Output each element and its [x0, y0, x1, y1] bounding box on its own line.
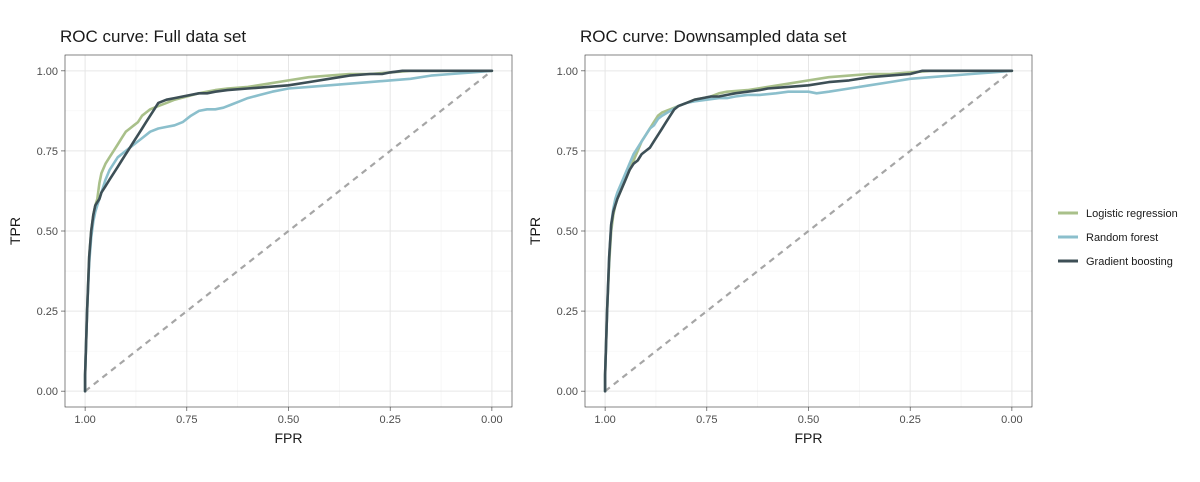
series-layer — [603, 69, 1014, 393]
y-axis-title: TPR — [7, 217, 23, 245]
series-line-gradient-boosting — [603, 69, 1014, 393]
chart-panel-full: ROC curve: Full data set 1.00 0.75 0.50 0.2… — [7, 27, 513, 446]
diagonal-reference-line — [604, 69, 1013, 393]
x-tick-label: 0.00 — [481, 414, 502, 426]
x-tick-label: 0.25 — [379, 414, 400, 426]
chart-title: ROC curve: Downsampled data set — [580, 27, 847, 46]
x-tick-label: 0.75 — [696, 414, 717, 426]
series-line-random-forest — [83, 69, 494, 393]
diagonal-line — [84, 69, 493, 393]
x-tick-label: 1.00 — [594, 414, 615, 426]
diagonal-line — [604, 69, 1013, 393]
diagonal-reference-line — [84, 69, 493, 393]
y-tick-label: 0.50 — [557, 226, 578, 238]
chart-title: ROC curve: Full data set — [60, 27, 246, 46]
y-axis-title: TPR — [527, 217, 543, 245]
y-tick-label: 0.75 — [557, 146, 578, 158]
y-tick-label: 0.00 — [557, 386, 578, 398]
axis-ticks: 1.00 0.75 0.50 0.25 0.00 0.00 0.25 0.50 0.75 1.00 — [557, 66, 1023, 426]
x-tick-label: 0.75 — [176, 414, 197, 426]
x-tick-label: 1.00 — [74, 414, 95, 426]
x-tick-label: 0.50 — [798, 414, 819, 426]
series-layer — [83, 69, 494, 393]
chart-panel-downsampled: ROC curve: Downsampled data set 1.00 0.75… — [527, 27, 1033, 446]
x-axis-title: FPR — [795, 430, 823, 446]
y-tick-label: 0.00 — [37, 386, 58, 398]
y-tick-label: 0.25 — [37, 306, 58, 318]
y-tick-label: 1.00 — [557, 66, 578, 78]
legend-label-random-forest: Random forest — [1086, 232, 1158, 244]
x-tick-label: 0.50 — [278, 414, 299, 426]
grid — [65, 55, 512, 407]
y-tick-label: 0.75 — [37, 146, 58, 158]
x-tick-label: 0.25 — [899, 414, 920, 426]
y-tick-label: 0.50 — [37, 226, 58, 238]
legend-label-logistic-regression: Logistic regression — [1086, 208, 1178, 220]
legend: Logistic regression Random forest Gradie… — [1058, 208, 1178, 268]
x-axis-title: FPR — [275, 430, 303, 446]
axis-ticks: 1.00 0.75 0.50 0.25 0.00 0.00 0.25 0.50 0.75 1.00 — [37, 66, 503, 426]
series-line-gradient-boosting — [83, 69, 494, 393]
legend-label-gradient-boosting: Gradient boosting — [1086, 256, 1173, 268]
y-tick-label: 1.00 — [37, 66, 58, 78]
x-tick-label: 0.00 — [1001, 414, 1022, 426]
y-tick-label: 0.25 — [557, 306, 578, 318]
